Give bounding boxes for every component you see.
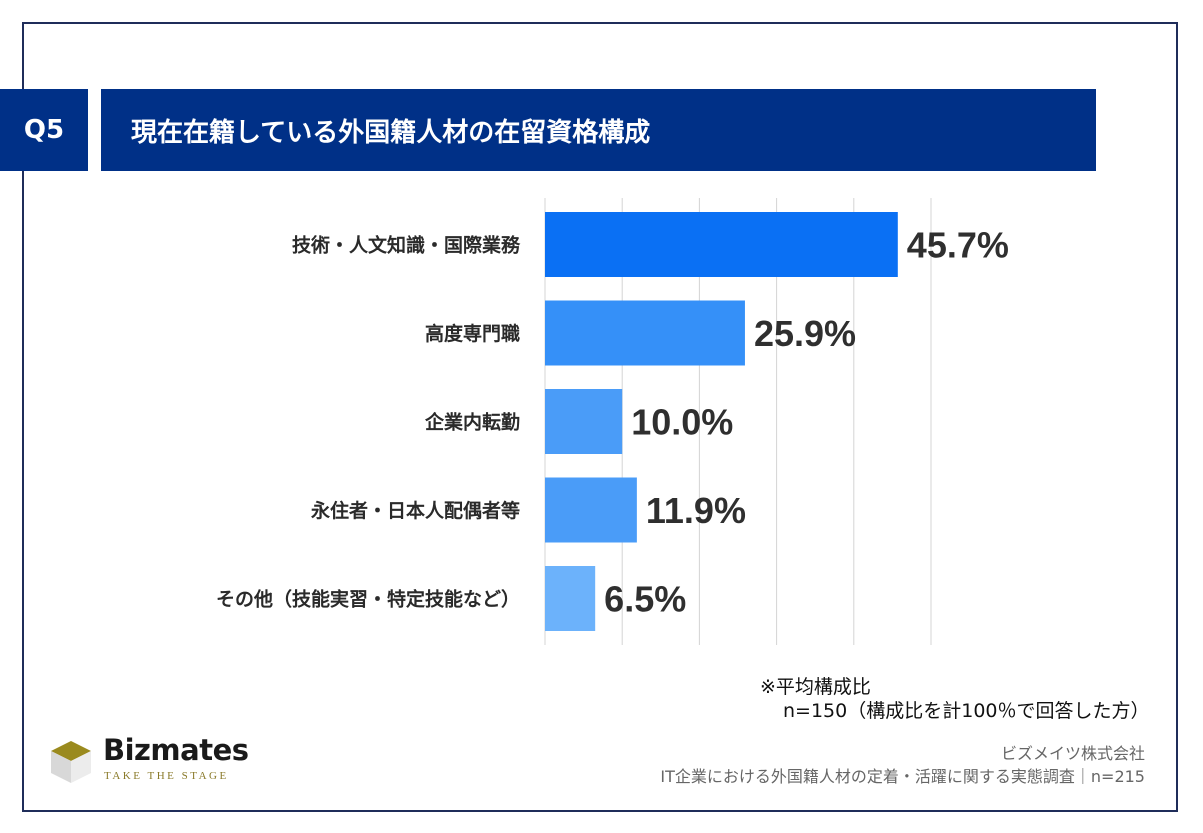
bizmates-logo-icon (51, 741, 91, 783)
value-label: 25.9% (754, 313, 856, 354)
category-label: 永住者・日本人配偶者等 (310, 499, 520, 522)
category-label: 技術・人文知識・国際業務 (292, 234, 521, 257)
category-label: 高度専門職 (425, 322, 520, 345)
bar (545, 212, 898, 277)
bar (545, 566, 596, 631)
source-company: ビズメイツ株式会社 (1000, 744, 1145, 763)
bar (545, 300, 745, 366)
note-sample: n=150（構成比を計100％で回答した方） (783, 700, 1150, 722)
chart-frame (22, 22, 1178, 812)
bar (545, 389, 623, 454)
brand-name: Bizmates (103, 733, 249, 767)
value-label: 45.7% (907, 225, 1009, 266)
category-label: 企業内転勤 (424, 411, 520, 434)
value-label: 11.9% (646, 490, 746, 531)
value-label: 6.5% (604, 579, 686, 620)
bar (545, 477, 637, 543)
category-label: その他（技能実習・特定技能など） (216, 588, 520, 611)
source-survey: IT企業における外国籍人材の定着・活躍に関する実態調査｜n=215 (660, 767, 1145, 786)
note-average: ※平均構成比 (760, 676, 871, 698)
chart-title: 現在在籍している外国籍人材の在留資格構成 (101, 89, 1096, 171)
question-badge: Q5 (0, 89, 88, 171)
value-label: 10.0% (631, 402, 733, 443)
brand-tagline: TAKE THE STAGE (104, 770, 229, 782)
